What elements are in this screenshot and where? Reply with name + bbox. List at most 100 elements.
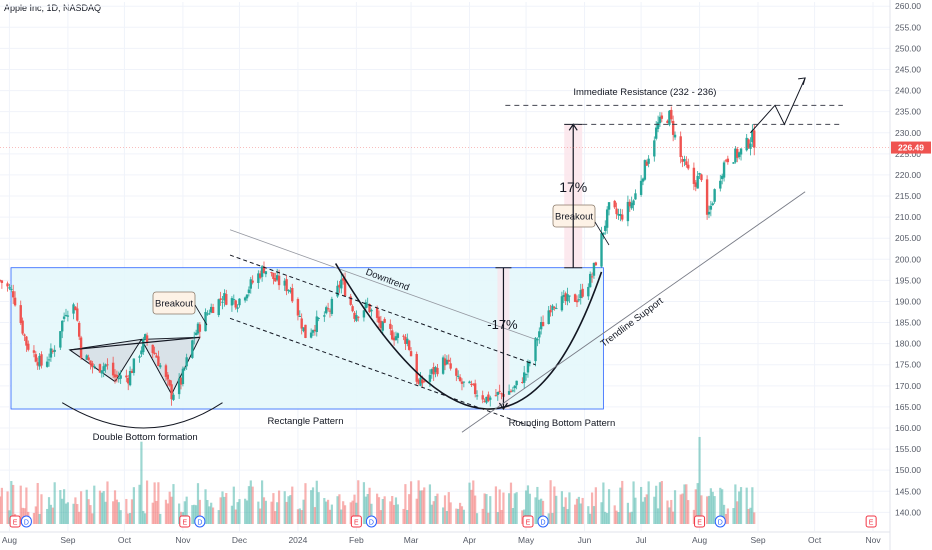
event-marker-e[interactable]: E bbox=[9, 515, 21, 528]
volume-bar bbox=[61, 498, 64, 524]
event-marker-e[interactable]: E bbox=[865, 515, 877, 528]
event-marker-badge bbox=[865, 515, 877, 528]
volume-bar bbox=[193, 504, 196, 524]
event-marker-d[interactable]: D bbox=[714, 515, 726, 528]
candle-body bbox=[209, 306, 213, 313]
volume-bar bbox=[323, 498, 326, 524]
candle-body bbox=[302, 327, 305, 332]
volume-bar bbox=[21, 507, 24, 524]
volume-bar bbox=[130, 499, 134, 524]
candle-body bbox=[351, 306, 354, 312]
volume-bar bbox=[6, 491, 9, 524]
volume-bar bbox=[406, 510, 409, 524]
candle-body bbox=[91, 363, 94, 368]
candle-body bbox=[211, 306, 215, 314]
candle-body bbox=[66, 315, 70, 317]
candle-body bbox=[698, 173, 701, 175]
event-marker-d[interactable]: D bbox=[194, 515, 206, 528]
event-marker-e[interactable]: E bbox=[179, 515, 191, 528]
candle-body bbox=[0, 280, 2, 282]
candle-body bbox=[317, 317, 320, 319]
volume-bar bbox=[234, 509, 237, 524]
candle-body bbox=[328, 310, 332, 312]
volume-bar bbox=[619, 487, 622, 524]
volume-bar bbox=[749, 507, 752, 524]
x-tick-label: Apr bbox=[463, 535, 476, 545]
volume-bar bbox=[208, 506, 211, 524]
volume-bar bbox=[276, 502, 279, 524]
volume-bar bbox=[496, 512, 499, 524]
candle-body bbox=[732, 162, 735, 164]
immediate-resistance-label: Immediate Resistance (232 - 236) bbox=[573, 87, 716, 98]
candle-body bbox=[179, 378, 183, 385]
candle-body bbox=[309, 332, 313, 338]
candle-body bbox=[341, 278, 345, 281]
candle-body bbox=[383, 319, 386, 323]
candle-body bbox=[551, 305, 554, 311]
candle-body bbox=[61, 320, 64, 332]
x-tick-label: Sep bbox=[750, 535, 765, 545]
y-tick-label: 215.00 bbox=[895, 191, 921, 201]
candle-body bbox=[198, 324, 202, 332]
candle-body bbox=[27, 343, 30, 350]
y-tick-label: 230.00 bbox=[895, 128, 921, 138]
event-marker-d[interactable]: D bbox=[365, 515, 377, 528]
volume-bar bbox=[515, 492, 518, 524]
event-marker-d[interactable]: D bbox=[537, 515, 549, 528]
candle-body bbox=[709, 205, 713, 210]
candle-body bbox=[500, 393, 503, 395]
event-marker-e[interactable]: E bbox=[694, 515, 706, 528]
y-tick-label: 240.00 bbox=[895, 86, 921, 96]
candle-body bbox=[87, 357, 90, 361]
candle-body bbox=[562, 294, 565, 297]
event-marker-badge bbox=[194, 515, 206, 528]
candle-body bbox=[737, 152, 741, 158]
volume-bar bbox=[408, 494, 411, 524]
volume-bar bbox=[336, 496, 339, 524]
candle-body bbox=[538, 331, 541, 338]
candle-body bbox=[656, 122, 660, 129]
volume-bar bbox=[600, 502, 603, 524]
volume-bar bbox=[76, 504, 79, 524]
volume-bar bbox=[574, 504, 577, 524]
event-marker-d[interactable]: D bbox=[20, 515, 32, 528]
candle-body bbox=[634, 193, 637, 200]
volume-bar bbox=[36, 483, 39, 524]
event-marker-e[interactable]: E bbox=[350, 515, 362, 528]
candle-body bbox=[260, 266, 264, 277]
candle-body bbox=[668, 110, 671, 125]
volume-bar bbox=[647, 481, 650, 524]
candle-body bbox=[753, 130, 756, 148]
volume-bar bbox=[79, 491, 83, 524]
volume-bar bbox=[236, 502, 239, 524]
volume-bar bbox=[443, 495, 447, 524]
volume-bar bbox=[673, 490, 677, 524]
event-marker-badge bbox=[694, 515, 706, 528]
candle-body bbox=[564, 293, 567, 301]
volume-bar bbox=[455, 508, 458, 524]
candle-body bbox=[534, 337, 537, 362]
volume-bar bbox=[423, 487, 426, 524]
volume-bar bbox=[483, 493, 486, 524]
volume-bar bbox=[153, 482, 156, 524]
volume-bar bbox=[38, 513, 41, 524]
candle-body bbox=[119, 375, 122, 379]
volume-bar bbox=[168, 491, 171, 524]
candle-body bbox=[590, 276, 594, 278]
candle-body bbox=[628, 201, 631, 207]
candle-body bbox=[632, 200, 635, 206]
candle-body bbox=[128, 371, 132, 386]
volume-bar bbox=[87, 499, 90, 524]
volume-bar bbox=[590, 492, 594, 524]
volume-bar bbox=[145, 480, 149, 524]
candle-body bbox=[507, 391, 511, 395]
event-marker-e[interactable]: E bbox=[522, 515, 534, 528]
volume-bar bbox=[494, 486, 498, 524]
candle-body bbox=[353, 312, 356, 319]
candle-body bbox=[687, 164, 690, 169]
volume-bar bbox=[632, 481, 635, 524]
volume-bar bbox=[485, 494, 488, 524]
y-tick-label: 150.00 bbox=[895, 465, 921, 475]
breakout-1-pointer bbox=[194, 304, 208, 326]
